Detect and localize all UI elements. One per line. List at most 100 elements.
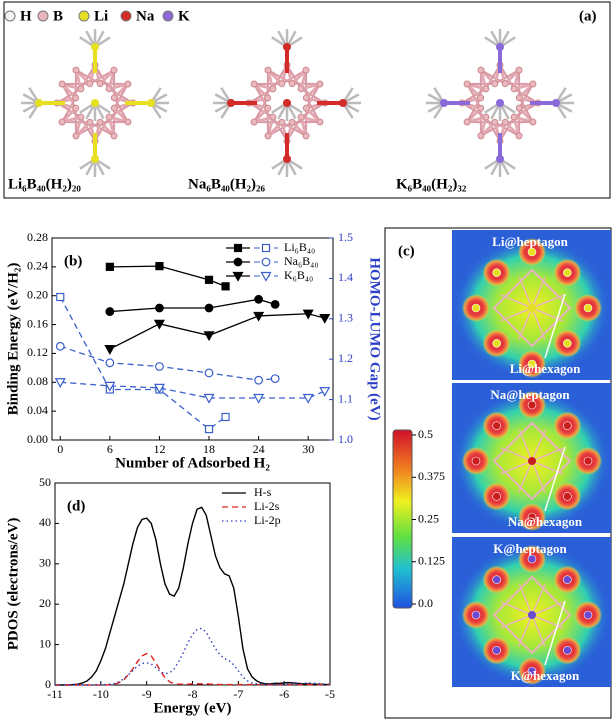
atom <box>72 94 80 102</box>
atom <box>269 113 277 121</box>
bond <box>80 116 96 142</box>
x-tick-label: 24 <box>253 442 265 456</box>
colorbar-tick-label: 0.125 <box>418 554 445 568</box>
atom <box>527 512 537 522</box>
atom <box>302 66 310 74</box>
atom <box>58 80 66 88</box>
metal-atom <box>339 99 347 107</box>
atom <box>477 94 485 102</box>
atom <box>264 104 272 112</box>
marker <box>302 393 314 404</box>
atom <box>492 268 501 277</box>
atom <box>477 104 485 112</box>
bond <box>286 64 302 90</box>
plot-frame <box>51 237 334 441</box>
structure-caption: Na₆B₄₀(H₂)₂₆ <box>188 176 265 192</box>
y-tick-label: 0.20 <box>27 287 48 301</box>
y2-tick-label: 1.5 <box>338 230 353 244</box>
arrow <box>544 293 566 359</box>
atom <box>58 118 66 126</box>
bond <box>461 88 487 104</box>
atom <box>124 118 132 126</box>
atom <box>491 80 499 88</box>
series-line <box>60 345 276 381</box>
legend-swatch <box>120 10 132 22</box>
bond <box>480 69 506 85</box>
marker <box>104 381 116 392</box>
marker <box>153 383 165 394</box>
marker <box>232 271 244 282</box>
atom <box>529 118 537 126</box>
atom <box>501 80 509 88</box>
colorbar-tick-label: 0.25 <box>418 511 439 525</box>
marker <box>203 393 215 404</box>
cluster <box>492 268 572 348</box>
structure <box>212 29 362 177</box>
marker <box>261 257 271 267</box>
bond <box>518 83 534 109</box>
x-axis-label: Number of Adsorbed H₂ <box>115 455 270 471</box>
marker <box>253 311 265 322</box>
marker <box>105 358 115 368</box>
marker <box>105 262 114 271</box>
marker <box>54 378 66 388</box>
marker <box>233 243 243 253</box>
x-axis-label: Energy (eV) <box>154 700 232 716</box>
y-tick-label: 0.04 <box>27 403 48 417</box>
y2-tick-label: 1.1 <box>338 391 353 405</box>
atom <box>492 421 501 430</box>
cluster <box>492 575 572 655</box>
x-tick-label: 18 <box>203 442 215 456</box>
metal-atom <box>91 155 99 163</box>
marker <box>204 303 214 313</box>
series-line <box>109 298 276 313</box>
metal-atom <box>227 99 235 107</box>
colorbar-tick-label: 0.375 <box>418 469 445 483</box>
structure-caption: Li₆B₄₀(H₂)₂₀ <box>8 176 81 192</box>
bond <box>75 69 101 85</box>
atom <box>492 339 501 348</box>
bond <box>281 121 307 137</box>
marker <box>253 393 265 404</box>
site-label: Na@hexagon <box>508 514 583 529</box>
y-tick-label: 0.08 <box>27 374 48 388</box>
legend-label: H <box>20 8 32 24</box>
marker <box>233 257 243 267</box>
atom <box>527 666 537 676</box>
atom <box>528 457 536 465</box>
metal-atom <box>552 99 560 107</box>
x-tick-label: 12 <box>153 442 165 456</box>
panel-a-frame <box>3 1 611 199</box>
series-line <box>109 313 325 350</box>
atom <box>501 118 509 126</box>
y-tick-label: 40 <box>39 515 51 529</box>
atom <box>250 80 258 88</box>
colorbar-tick-label: 0.0 <box>418 596 433 610</box>
metal-atom <box>440 99 448 107</box>
marker <box>270 299 280 309</box>
atom <box>477 66 485 74</box>
atom <box>510 113 518 121</box>
atom <box>515 104 523 112</box>
x-tick-label: -9 <box>142 687 152 701</box>
bond <box>494 121 520 137</box>
legend-label: Na <box>136 8 155 24</box>
atom <box>491 118 499 126</box>
metal-atom <box>283 99 291 107</box>
series-line <box>55 506 330 686</box>
legend-label: Li₆B₄₀ <box>284 240 315 254</box>
legend-swatch <box>37 10 49 22</box>
marker <box>221 412 230 422</box>
atom <box>527 400 537 410</box>
structure <box>425 29 575 177</box>
x-tick-label: -7 <box>233 687 243 701</box>
marker <box>155 262 164 271</box>
atom <box>563 575 572 584</box>
y2-tick-label: 1.3 <box>338 311 353 325</box>
site-label: K@hexagon <box>511 668 580 683</box>
bond <box>518 97 534 123</box>
legend-label: H-s <box>254 485 272 499</box>
atom <box>105 113 113 121</box>
site-label: Li@hexagon <box>510 361 581 376</box>
